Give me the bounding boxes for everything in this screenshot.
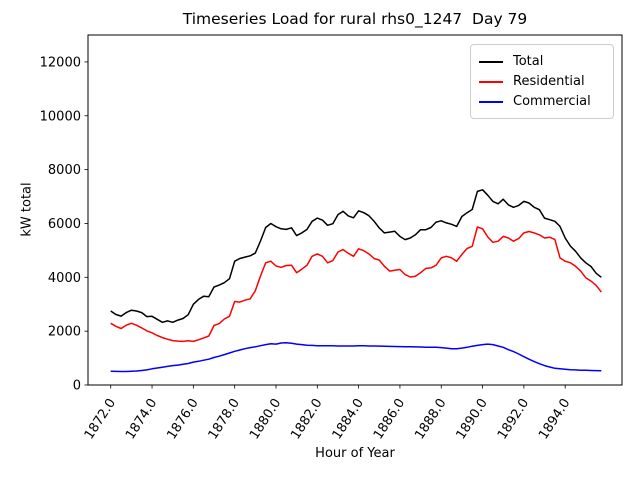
y-tick-label: 6000 bbox=[48, 217, 81, 232]
y-tick-label: 12000 bbox=[40, 55, 81, 70]
y-tick-label: 10000 bbox=[40, 109, 81, 124]
x-tick-label: 1886.0 bbox=[371, 396, 408, 442]
legend-label: Residential bbox=[513, 74, 585, 89]
x-tick-label: 1894.0 bbox=[536, 396, 573, 442]
x-axis-label: Hour of Year bbox=[315, 446, 395, 461]
legend-label: Commercial bbox=[513, 94, 591, 109]
x-tick-label: 1888.0 bbox=[412, 396, 449, 442]
x-tick-label: 1892.0 bbox=[495, 396, 532, 442]
legend-line-swatch-total bbox=[479, 61, 503, 63]
plot-border bbox=[87, 34, 623, 386]
x-tick-label: 1884.0 bbox=[330, 396, 367, 442]
legend: Total Residential Commercial bbox=[470, 44, 614, 119]
legend-item-commercial: Commercial bbox=[479, 92, 605, 112]
series-line-residential bbox=[110, 226, 602, 343]
x-tick-label: 1880.0 bbox=[247, 396, 284, 442]
x-tick-label: 1872.0 bbox=[82, 396, 119, 442]
y-tick-label: 8000 bbox=[48, 163, 81, 178]
x-tick-label: 1882.0 bbox=[288, 396, 325, 442]
series-line-total bbox=[110, 189, 602, 324]
chart-title: Timeseries Load for rural rhs0_1247 Day … bbox=[182, 10, 528, 28]
legend-label: Total bbox=[513, 54, 544, 69]
series-line-commercial bbox=[110, 341, 602, 373]
legend-item-total: Total bbox=[479, 52, 605, 72]
x-tick-label: 1890.0 bbox=[454, 396, 491, 442]
y-tick-label: 4000 bbox=[48, 271, 81, 286]
legend-item-residential: Residential bbox=[479, 72, 605, 92]
x-tick-label: 1878.0 bbox=[206, 396, 243, 442]
x-tick-label: 1874.0 bbox=[123, 396, 160, 442]
legend-line-swatch-residential bbox=[479, 81, 503, 83]
legend-line-swatch-commercial bbox=[479, 101, 503, 103]
y-tick-label: 2000 bbox=[48, 325, 81, 340]
x-tick-label: 1876.0 bbox=[164, 396, 201, 442]
y-tick-label: 0 bbox=[73, 379, 81, 394]
